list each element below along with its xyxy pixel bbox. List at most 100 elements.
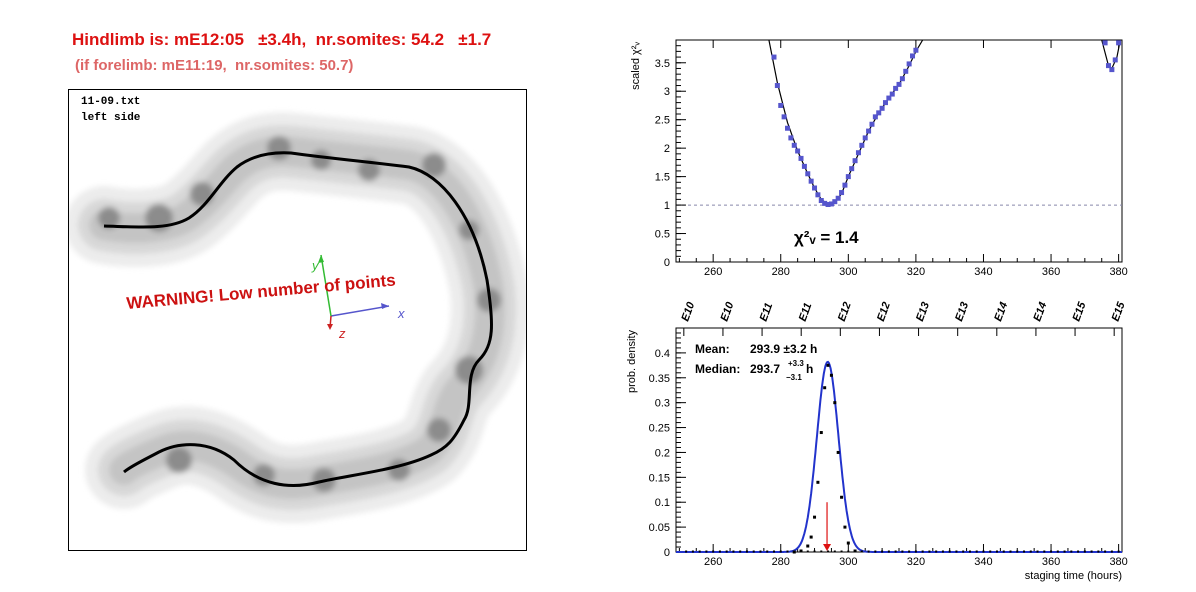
density-x-tick-label: 360 [1042,556,1060,568]
chi-square-point [788,135,794,141]
density-y-tick-label: 0.2 [655,447,670,459]
density-baseline-point [847,550,850,553]
chi-square-point [791,142,797,148]
z-axis-label: z [338,326,346,341]
density-baseline-point [739,550,742,553]
chi-square-point [835,195,841,201]
embryonic-day-label: E14 [992,301,1010,324]
density-x-axis-label: staging time (hours) [1025,570,1122,582]
mean-label: Mean: [695,342,730,356]
density-baseline-point [908,550,911,553]
chi-square-y-tick-label: 3 [664,86,670,98]
density-baseline-point [793,550,796,553]
chi-square-x-tick-label: 360 [1042,266,1060,278]
density-baseline-point [1063,550,1066,553]
density-baseline-point [779,550,782,553]
chi-square-point [1112,57,1118,63]
orientation-axes: x y z [311,254,405,341]
chi-square-point [852,158,858,164]
density-y-tick-label: 0.35 [649,373,670,385]
chi-square-y-tick-label: 2.5 [655,115,670,127]
chi-square-chart: 260 280 300 320 340 360 380 0 0.5 1 1.5 2 2.5 3 3.5 sc… [630,39,1128,278]
chi-square-point [896,81,902,87]
density-baseline-point [928,550,931,553]
chi-square-x-tick-label: 260 [704,266,722,278]
chi-square-points [771,40,1122,208]
chi-square-point [906,61,912,67]
density-baseline-point [745,550,748,553]
chi-square-fit-curves [768,39,1121,206]
chi-square-point [899,76,905,82]
density-baseline-point [860,550,863,553]
density-baseline-point [1056,550,1059,553]
density-gaussian-curve [676,360,1122,553]
density-baseline-point [1117,550,1120,553]
file-name-label: 11-09.txt [81,96,141,108]
median-arrow [823,502,832,551]
chi-square-point [889,91,895,97]
density-y-tick-label: 0.25 [649,423,670,435]
density-baseline-point [786,550,789,553]
median-lower-error: −3.1 [786,373,802,382]
chi-square-point [872,114,878,120]
chi-square-value-annotation: χ²ᵥ = 1.4 [794,228,859,247]
density-point [829,373,833,377]
chi-square-point [825,202,831,208]
density-baseline-point [968,550,971,553]
density-baseline-point [759,550,762,553]
chi-square-point [832,199,838,205]
chi-square-point [771,54,777,60]
density-baseline-point [921,550,924,553]
chi-square-point [866,128,872,134]
median-label: Median: [695,362,740,376]
chi-square-y-tick-label: 0.5 [655,229,670,241]
density-baseline-point [1029,550,1032,553]
chi-square-point [781,114,787,120]
density-baseline-point [1104,550,1107,553]
density-baseline-point [772,550,775,553]
density-baseline-point [881,550,884,553]
chi-square-point [805,171,811,177]
chi-square-point [822,200,828,206]
chi-square-x-tick-label: 380 [1109,266,1127,278]
density-baseline-point [941,550,944,553]
embryonic-day-label: E13 [953,301,971,324]
chi-square-point [795,148,801,154]
density-baseline-point [827,550,830,553]
chi-square-point [859,142,865,148]
chi-square-point [893,85,899,91]
density-y-axis-label: prob. density [626,330,638,393]
density-point [833,401,837,405]
mean-value: 293.9 ±3.2 h [750,342,817,356]
density-baseline-point [982,550,985,553]
density-baseline-point [1043,550,1046,553]
y-axis-label: y [311,258,320,273]
density-baseline-point [712,550,715,553]
density-baseline-point [854,550,857,553]
density-baseline-point [732,550,735,553]
density-baseline-point [901,550,904,553]
density-baseline-point [894,550,897,553]
median-arrow-head [823,544,832,551]
density-baseline-point [1016,550,1019,553]
chi-square-point [845,174,851,180]
chi-square-point [778,102,784,108]
density-x-tick-label: 260 [704,556,722,568]
chi-square-point [818,198,824,204]
chi-square-y-tick-label: 1.5 [655,172,670,184]
density-x-tick-label: 280 [772,556,790,568]
density-point [846,541,850,545]
density-baseline-point [698,550,701,553]
density-baseline-point [766,550,769,553]
limb-outline-curve [103,151,494,488]
chi-square-x-tick-label: 320 [907,266,925,278]
chi-square-point [828,201,834,207]
hindlimb-stage-headline: Hindlimb is: mE12:05 ±3.4h, nr.somites: … [72,30,492,49]
embryonic-day-label: E11 [758,301,776,323]
median-unit: h [806,362,813,376]
density-baseline-point [887,550,890,553]
density-baseline-point [948,550,951,553]
chi-square-point [855,150,861,156]
density-baseline-point [975,550,978,553]
chi-square-y-tick-label: 0 [664,257,670,269]
